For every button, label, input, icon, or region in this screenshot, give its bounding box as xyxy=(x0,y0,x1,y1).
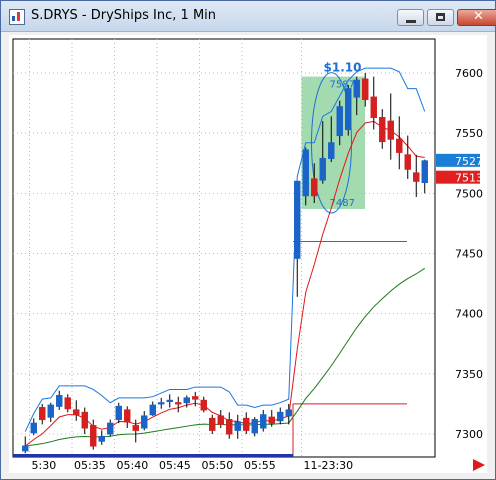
y-tick-label: 7550 xyxy=(455,127,483,140)
candle-body[interactable] xyxy=(124,409,131,423)
maximize-icon xyxy=(436,13,445,21)
y-tick-label: 7600 xyxy=(455,67,483,80)
candle-body[interactable] xyxy=(285,409,292,417)
candle-body[interactable] xyxy=(132,425,139,431)
box-high-label: 7587 xyxy=(330,80,355,91)
candle-body[interactable] xyxy=(209,417,216,431)
candle-body[interactable] xyxy=(39,407,46,421)
candle-body[interactable] xyxy=(311,178,318,197)
close-button[interactable]: ✕ xyxy=(457,9,496,26)
candle-body[interactable] xyxy=(64,397,71,410)
price-tag-bg xyxy=(436,170,480,184)
candle-body[interactable] xyxy=(166,399,173,403)
window-title: S.DRYS - DryShips Inc, 1 Min xyxy=(31,8,217,23)
candle-body[interactable] xyxy=(336,106,343,137)
candle-body[interactable] xyxy=(234,421,241,431)
minimize-icon xyxy=(406,20,416,23)
candle-body[interactable] xyxy=(404,154,411,170)
candle-body[interactable] xyxy=(107,422,114,435)
candle-body[interactable] xyxy=(370,96,377,119)
candle-body[interactable] xyxy=(149,404,156,416)
x-tick-label: 05:50 xyxy=(202,459,234,472)
candle-body[interactable] xyxy=(141,415,148,429)
candle-body[interactable] xyxy=(302,149,309,197)
y-tick-label: 7500 xyxy=(455,187,483,200)
candle-body[interactable] xyxy=(81,411,88,429)
candle-body[interactable] xyxy=(22,445,29,452)
candle-body[interactable] xyxy=(413,172,420,182)
upper-envelope xyxy=(24,67,426,432)
x-tick-label: 05:35 xyxy=(74,459,106,472)
x-tick-label: 5:30 xyxy=(32,459,57,472)
candle-body[interactable] xyxy=(243,417,250,431)
y-tick-label: 7400 xyxy=(455,308,483,321)
candle-body[interactable] xyxy=(158,402,165,405)
candle-body[interactable] xyxy=(251,419,258,434)
candle-body[interactable] xyxy=(387,120,394,140)
x-tick-label: 11-23:30 xyxy=(304,459,354,472)
candle-body[interactable] xyxy=(192,396,199,400)
x-tick-label: 05:55 xyxy=(244,459,276,472)
close-icon: ✕ xyxy=(473,9,484,24)
candle-body[interactable] xyxy=(379,117,386,143)
price-tag-label: 7513 xyxy=(455,172,483,185)
candle-body[interactable] xyxy=(362,78,369,100)
candle-body[interactable] xyxy=(217,415,224,425)
range-label: $1.10 xyxy=(324,61,362,75)
chart-area[interactable]: 7600 7550 7500 7450 7400 7350 7300 5:30 05:35 05:… xyxy=(9,35,487,473)
candle-body[interactable] xyxy=(268,416,275,424)
y-tick-label: 7450 xyxy=(455,248,483,261)
candle-body[interactable] xyxy=(90,425,97,447)
x-tick-label: 05:40 xyxy=(117,459,149,472)
y-tick-label: 7300 xyxy=(455,428,483,441)
chart-app-icon xyxy=(9,9,25,25)
maximize-button[interactable] xyxy=(427,9,454,26)
scroll-right-arrow-icon[interactable] xyxy=(473,459,485,471)
candle-body[interactable] xyxy=(260,414,267,429)
candle-body[interactable] xyxy=(30,422,37,434)
title-bar[interactable]: S.DRYS - DryShips Inc, 1 Min ✕ xyxy=(1,1,496,32)
candle-body[interactable] xyxy=(319,157,326,181)
candle-body[interactable] xyxy=(421,160,428,184)
minimize-button[interactable] xyxy=(397,9,424,26)
candle-body[interactable] xyxy=(277,411,284,422)
box-low-label: 7487 xyxy=(330,198,355,209)
candle-body[interactable] xyxy=(47,404,54,418)
price-tag-label: 7527 xyxy=(455,155,483,168)
candle-body[interactable] xyxy=(98,435,105,442)
candle-body[interactable] xyxy=(345,88,352,131)
candle-body[interactable] xyxy=(353,79,360,98)
candle-body[interactable] xyxy=(175,402,182,405)
x-tick-label: 05:45 xyxy=(159,459,191,472)
candle-body[interactable] xyxy=(115,405,122,421)
candle-body[interactable] xyxy=(56,394,63,407)
time-scrollbar[interactable] xyxy=(13,454,293,457)
candle-body[interactable] xyxy=(200,399,207,411)
candle-body[interactable] xyxy=(328,142,335,159)
candle-body[interactable] xyxy=(226,419,233,435)
fast-moving-average xyxy=(24,120,425,447)
candle-body[interactable] xyxy=(183,397,190,404)
price-tag-bg xyxy=(436,153,480,167)
candle-body[interactable] xyxy=(396,138,403,153)
y-tick-label: 7350 xyxy=(455,368,483,381)
candle-body[interactable] xyxy=(294,180,301,259)
candle-body[interactable] xyxy=(73,409,80,416)
price-chart[interactable]: 7600 7550 7500 7450 7400 7350 7300 5:30 05:35 05:… xyxy=(9,35,487,473)
